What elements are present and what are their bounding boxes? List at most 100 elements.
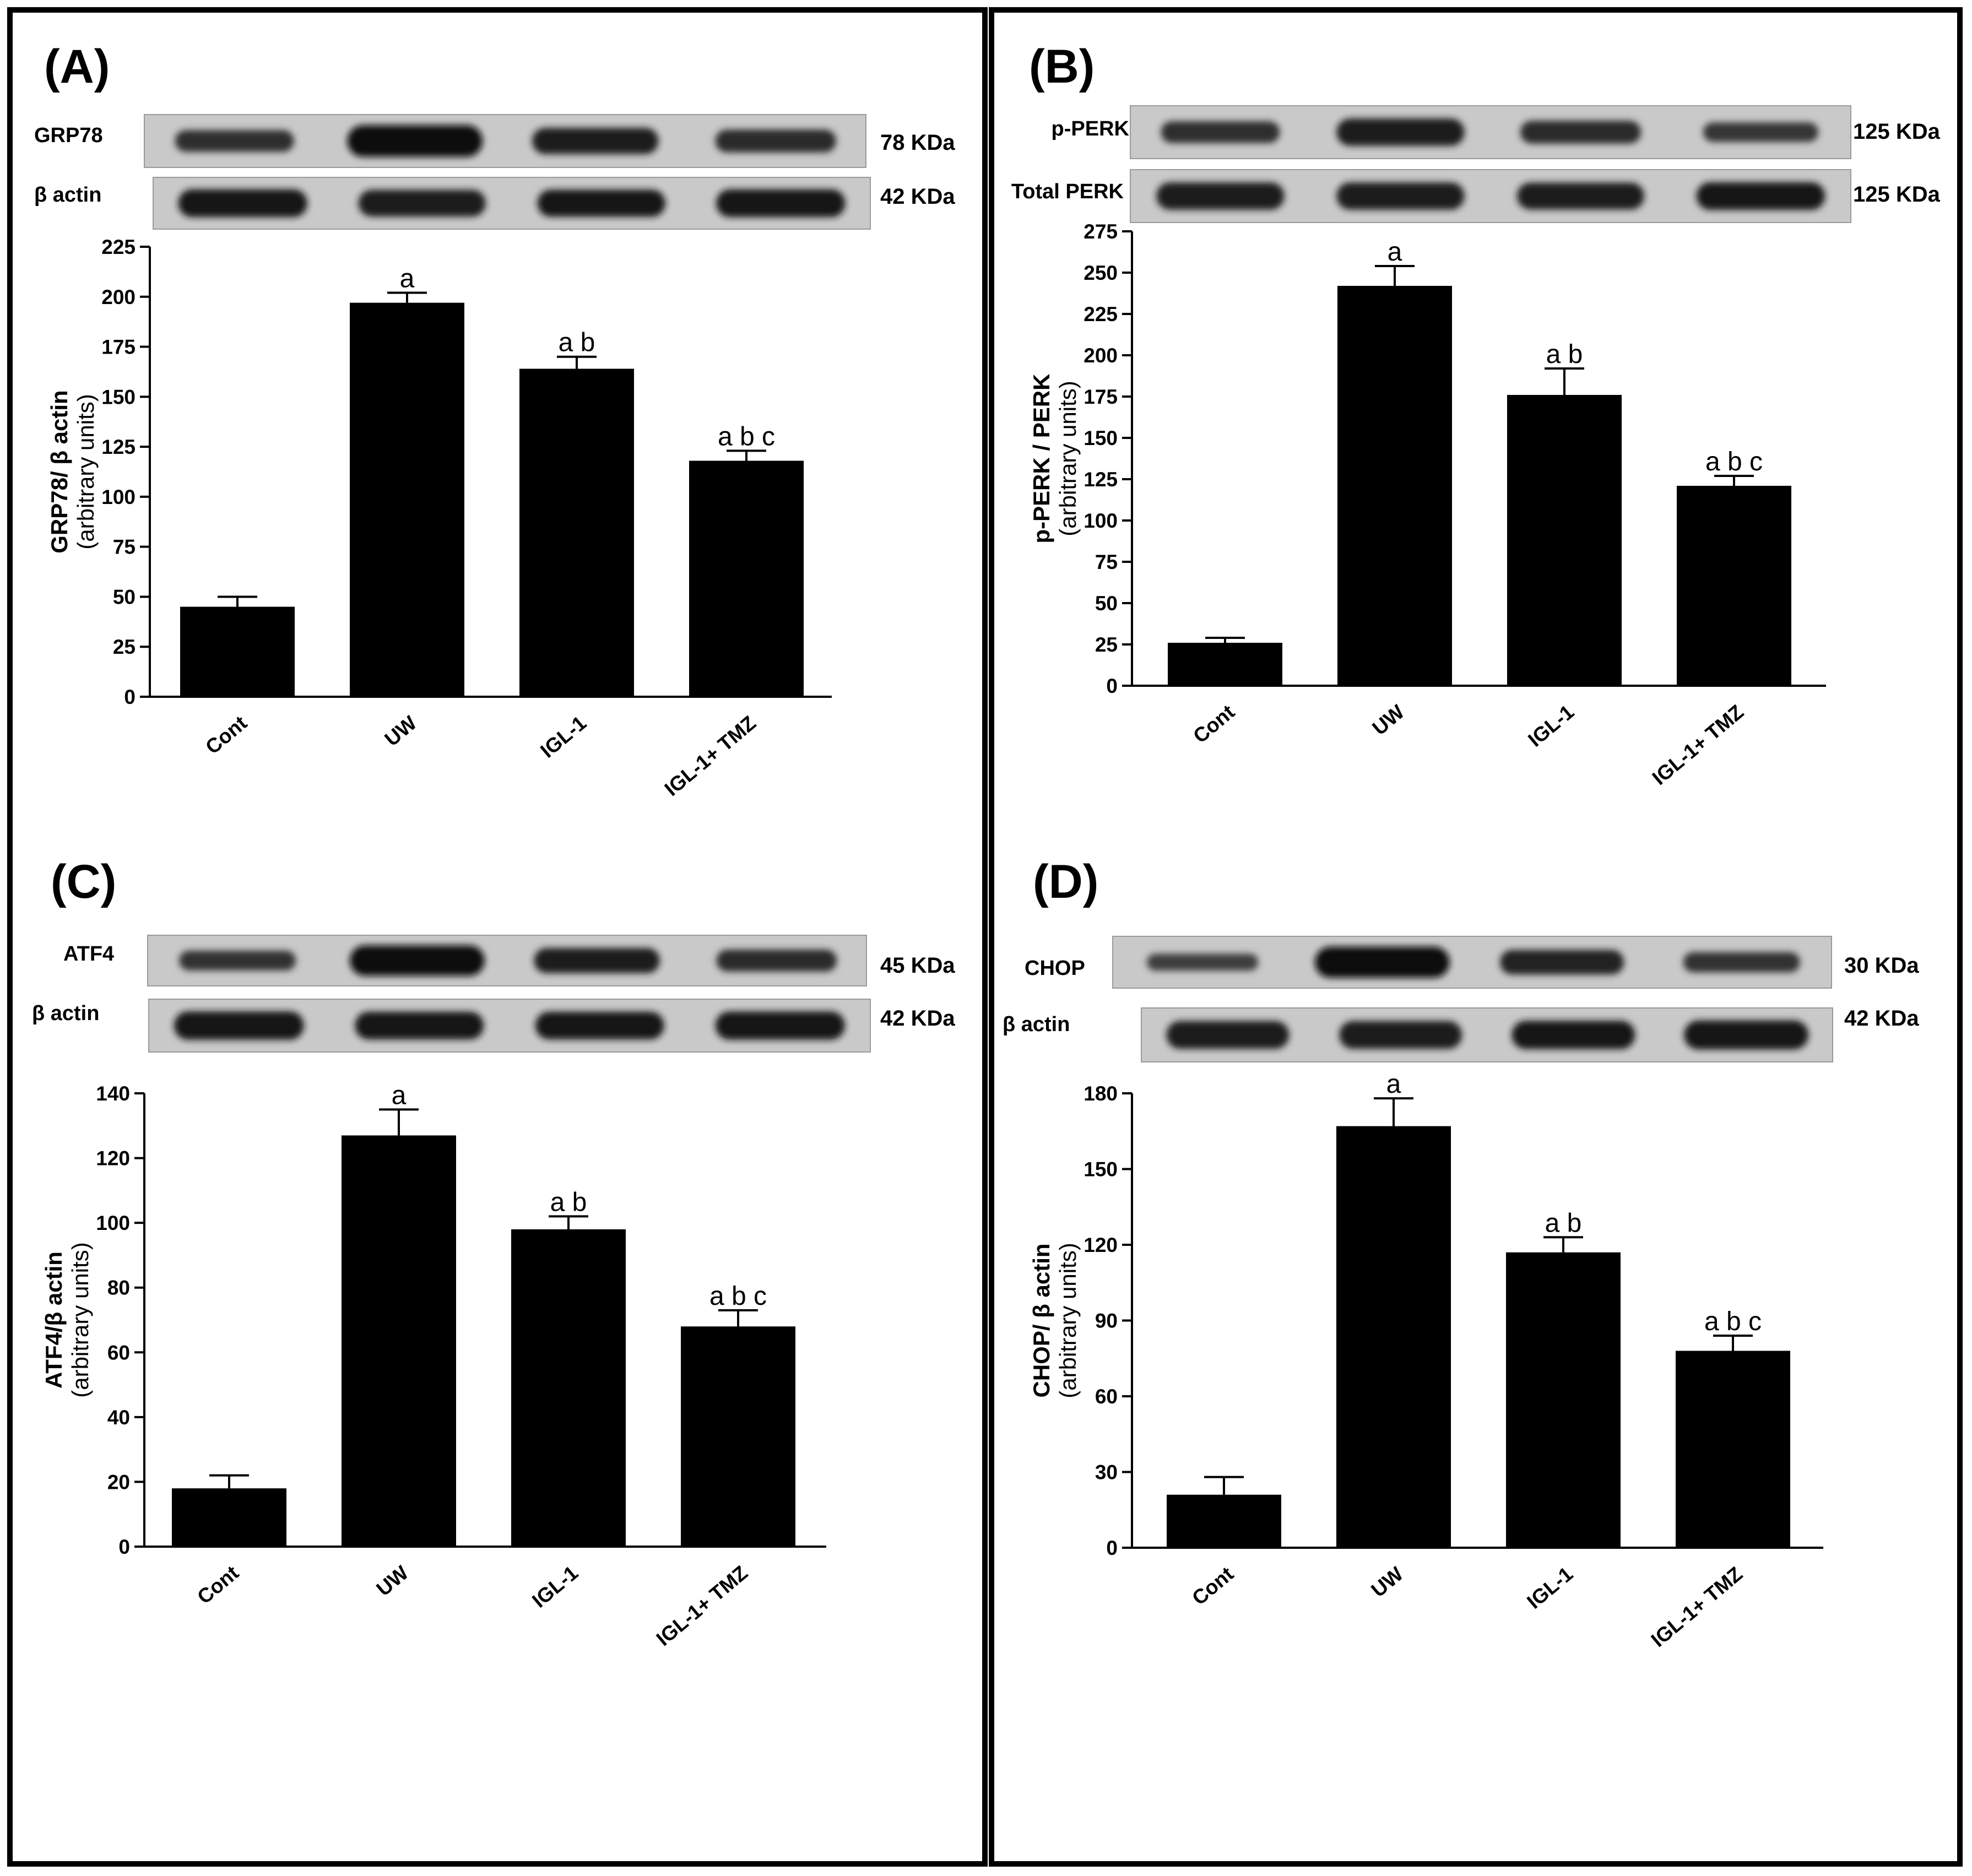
x-category-label: UW (372, 1561, 413, 1601)
blot-kda-label: 42 KDa (880, 185, 955, 209)
blot-band (1684, 1020, 1809, 1050)
y-tick-label: 20 (107, 1471, 130, 1493)
blot-band (355, 1011, 484, 1040)
blot-band (1336, 182, 1465, 210)
y-axis-title: CHOP/ β actin (1028, 1243, 1054, 1397)
blot-kda-label: 125 KDa (1853, 182, 1941, 207)
x-category-label: IGL-1 (536, 712, 590, 762)
western-blot-strip (147, 935, 867, 986)
y-tick-label: 250 (1083, 262, 1118, 284)
blot-band (178, 189, 307, 218)
blot-band (715, 129, 836, 153)
y-tick-label: 75 (1095, 551, 1118, 573)
blot-band (174, 1011, 304, 1040)
y-tick-label: 200 (1083, 344, 1118, 367)
blot-band (716, 189, 846, 218)
blot-kda-label: 30 KDa (1844, 953, 1919, 978)
blot-band (1156, 182, 1285, 210)
right-frame (989, 7, 1963, 1867)
significance-label: a (392, 1081, 407, 1110)
y-tick-label: 80 (107, 1277, 130, 1299)
blot-band (358, 189, 486, 217)
y-tick-label: 100 (96, 1212, 130, 1234)
blot-protein-label: Total PERK (1011, 180, 1124, 203)
bar-igl-1 (1507, 395, 1622, 686)
significance-label: a b c (1705, 447, 1763, 476)
bar-cont (1168, 643, 1282, 686)
blot-protein-label: ATF4 (63, 942, 114, 966)
y-tick-label: 125 (101, 436, 136, 458)
blot-kda-label: 42 KDa (880, 1006, 955, 1031)
y-tick-label: 60 (1095, 1385, 1118, 1408)
significance-label: a b (1545, 1208, 1582, 1238)
y-tick-label: 100 (101, 486, 136, 508)
significance-label: a b (1546, 340, 1583, 369)
panel-label: (B) (1029, 40, 1095, 93)
western-blot-strip (153, 177, 871, 230)
blot-band (716, 950, 837, 972)
y-tick-label: 25 (113, 636, 136, 658)
significance-label: a b (559, 328, 595, 357)
blot-band (347, 125, 483, 157)
y-tick-label: 30 (1095, 1461, 1118, 1484)
y-axis-units: (arbitrary units) (73, 394, 99, 549)
blot-protein-label: β actin (1003, 1013, 1070, 1036)
y-axis-units: (arbitrary units) (1055, 1243, 1081, 1398)
x-category-label: IGL-1+ TMZ (1647, 1563, 1747, 1652)
y-axis-title: ATF4/β actin (41, 1251, 67, 1389)
western-blot-strip (148, 999, 871, 1053)
y-tick-label: 0 (118, 1536, 130, 1558)
x-category-label: UW (1368, 701, 1409, 740)
blot-kda-label: 45 KDa (880, 953, 955, 978)
y-tick-label: 60 (107, 1341, 130, 1364)
blot-band (534, 948, 660, 973)
x-category-label: Cont (1189, 701, 1239, 748)
significance-label: a b c (709, 1282, 767, 1311)
y-axis-title: p-PERK / PERK (1028, 373, 1054, 543)
blot-protein-label: β actin (34, 183, 101, 207)
blot-protein-label: GRP78 (34, 124, 103, 147)
y-axis-units: (arbitrary units) (67, 1242, 93, 1397)
x-category-label: Cont (201, 712, 251, 759)
bar-igl-1-tmz (1677, 486, 1791, 686)
panel-0: (A) GRP78 78 KDa β actin 42 KDa 0 25 50 75 100 125… (34, 40, 955, 800)
x-category-label: Cont (193, 1561, 243, 1609)
bar-cont (172, 1488, 286, 1547)
panel-label: (C) (51, 855, 116, 908)
y-tick-label: 25 (1095, 633, 1118, 656)
blot-kda-label: 78 KDa (880, 131, 955, 155)
blot-kda-label: 42 KDa (1844, 1006, 1919, 1031)
x-category-label: IGL-1 (1524, 701, 1578, 751)
blot-band (1161, 121, 1280, 143)
significance-label: a (1388, 237, 1402, 267)
blot-band (1520, 121, 1641, 144)
y-tick-label: 150 (101, 386, 136, 408)
bar-uw (350, 302, 464, 697)
significance-label: a (400, 264, 415, 294)
blot-band (1146, 953, 1259, 971)
western-blot-strip (1130, 105, 1851, 159)
bar-igl-1 (511, 1229, 626, 1547)
blot-protein-label: p-PERK (1052, 117, 1130, 140)
panel-label: (D) (1033, 855, 1098, 908)
western-blot-strip (1130, 169, 1851, 223)
blot-protein-label: β actin (32, 1002, 99, 1025)
y-tick-label: 50 (113, 585, 136, 608)
y-tick-label: 0 (1106, 675, 1118, 697)
blot-band (1315, 946, 1450, 978)
panel-label: (A) (44, 40, 110, 93)
y-tick-label: 150 (1083, 1158, 1118, 1181)
x-category-label: UW (1367, 1563, 1408, 1602)
y-tick-label: 120 (96, 1147, 130, 1170)
left-frame (7, 7, 988, 1867)
blot-band (1500, 950, 1624, 975)
x-category-label: UW (381, 712, 421, 751)
y-tick-label: 40 (107, 1406, 130, 1429)
blot-band (179, 951, 296, 970)
y-tick-label: 275 (1083, 220, 1118, 243)
x-category-label: Cont (1188, 1563, 1238, 1610)
panel-1: (B) p-PERK 125 KDa Total PERK 125 KDa 0 25 50 75… (1011, 40, 1941, 789)
y-tick-label: 90 (1095, 1310, 1118, 1332)
y-tick-label: 225 (101, 236, 136, 258)
